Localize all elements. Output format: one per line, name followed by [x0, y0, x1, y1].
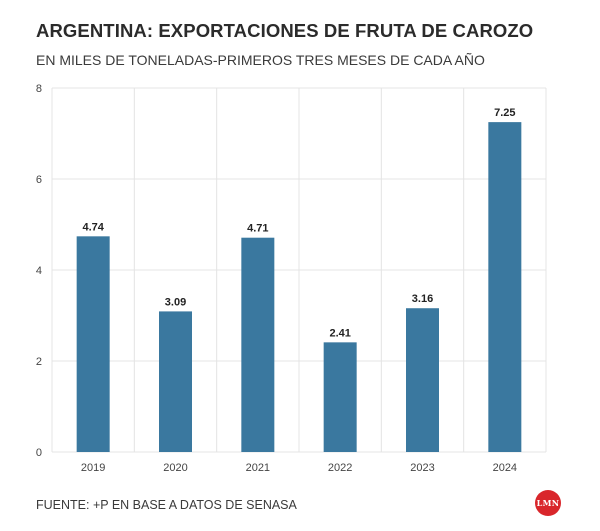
bar	[241, 237, 275, 452]
x-tick-label: 2019	[81, 462, 105, 474]
bar	[488, 122, 522, 452]
bar	[406, 308, 439, 452]
x-tick-label: 2024	[493, 462, 517, 474]
bar	[159, 311, 192, 452]
y-tick-label: 4	[36, 265, 42, 277]
y-tick-label: 0	[36, 447, 42, 459]
data-label: 4.71	[247, 223, 268, 235]
y-tick-label: 8	[36, 83, 42, 95]
x-tick-label: 2020	[163, 462, 187, 474]
data-label: 3.09	[165, 296, 186, 308]
source-note: FUENTE: +P EN BASE A DATOS DE SENASA	[36, 498, 297, 512]
y-tick-label: 6	[36, 174, 42, 186]
brand-logo: LMN	[535, 490, 561, 516]
data-label: 2.41	[329, 327, 350, 339]
x-tick-label: 2022	[328, 462, 352, 474]
x-tick-label: 2021	[246, 462, 270, 474]
y-tick-label: 2	[36, 356, 42, 368]
chart-subtitle: EN MILES DE TONELADAS-PRIMEROS TRES MESE…	[36, 52, 485, 68]
data-label: 3.16	[412, 293, 433, 305]
bar	[76, 236, 110, 452]
bar	[323, 342, 357, 452]
x-tick-label: 2023	[410, 462, 434, 474]
chart-title: ARGENTINA: EXPORTACIONES DE FRUTA DE CAR…	[36, 20, 534, 41]
data-label: 4.74	[82, 221, 104, 233]
data-label: 7.25	[494, 107, 515, 119]
